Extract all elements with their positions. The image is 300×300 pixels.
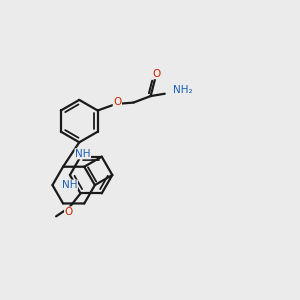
Text: O: O — [153, 69, 161, 79]
Text: NH₂: NH₂ — [173, 85, 193, 95]
Text: NH: NH — [62, 180, 77, 190]
Text: O: O — [113, 97, 122, 107]
Text: NH: NH — [75, 149, 91, 159]
Text: O: O — [64, 207, 73, 217]
